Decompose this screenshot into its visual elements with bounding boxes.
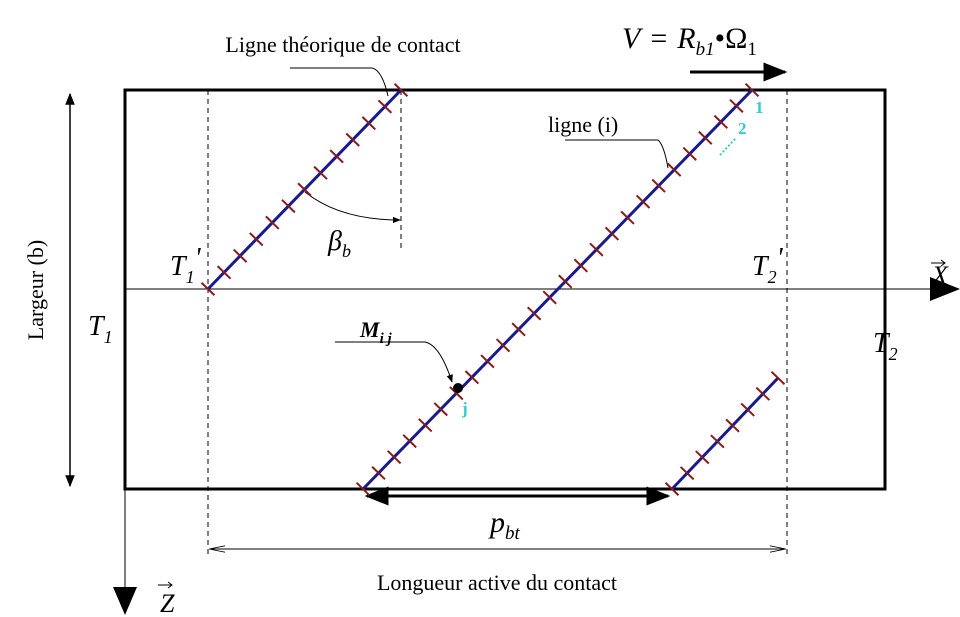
- velocity: V = Rb1•Ω1: [622, 22, 757, 60]
- tick: [679, 466, 695, 481]
- tick: [433, 402, 448, 417]
- tick: [464, 370, 480, 385]
- tick: [480, 354, 495, 369]
- tick: [755, 386, 771, 401]
- tick: [740, 402, 755, 417]
- x-axis-label: X: [931, 261, 949, 290]
- tick: [371, 466, 386, 481]
- tick: [542, 290, 557, 305]
- tick: [249, 232, 264, 247]
- tick: [620, 210, 635, 225]
- tick: [710, 434, 725, 449]
- line-title: Ligne théorique de contact: [225, 32, 460, 57]
- line-i-label: ligne (i): [548, 112, 618, 137]
- tick: [200, 282, 216, 296]
- tick: [698, 130, 713, 145]
- point-m: [453, 383, 463, 393]
- frame: [65, 62, 960, 615]
- point-1-label: 1: [755, 98, 764, 117]
- tick: [449, 386, 464, 401]
- tick: [635, 194, 651, 209]
- point-m-label: Mi j: [359, 317, 392, 347]
- contact-line: [670, 376, 780, 491]
- tick: [329, 149, 344, 164]
- tick: [573, 258, 588, 273]
- tick: [651, 178, 666, 193]
- width-label: Largeur (b): [23, 240, 48, 340]
- tick: [695, 450, 710, 465]
- t1-label: T1: [88, 311, 113, 347]
- tick: [393, 83, 409, 97]
- tick: [558, 274, 573, 289]
- tick: [345, 132, 360, 147]
- t2-prime-label: T2': [752, 243, 784, 287]
- tick: [377, 99, 393, 114]
- tick: [729, 98, 744, 113]
- tick: [216, 265, 232, 280]
- tick: [744, 83, 760, 97]
- tick: [355, 482, 371, 496]
- tick: [713, 114, 729, 129]
- t2-label: T2: [873, 328, 898, 364]
- contact-line: [361, 88, 754, 491]
- tick: [297, 182, 312, 197]
- tick: [725, 418, 740, 433]
- tick: [402, 434, 417, 449]
- tick: [682, 146, 697, 161]
- tick: [361, 116, 376, 131]
- t1-prime-label: T1': [170, 243, 202, 287]
- tick: [664, 482, 680, 496]
- contact-lines: [200, 83, 786, 496]
- tick: [386, 450, 402, 465]
- z-axis-label: Z: [160, 589, 175, 617]
- tick: [265, 215, 280, 230]
- tick: [589, 242, 604, 257]
- point-2-label: 2: [738, 119, 747, 138]
- tick: [418, 418, 433, 433]
- tick: [233, 248, 248, 263]
- tick: [511, 322, 526, 337]
- tick: [495, 338, 511, 353]
- tick: [281, 199, 296, 214]
- pitch-label: pbt: [488, 506, 521, 544]
- point-j-label: j: [461, 399, 468, 418]
- tick: [667, 162, 682, 177]
- tick: [770, 371, 786, 385]
- active-length-label: Longueur active du contact: [377, 570, 617, 595]
- tick: [313, 165, 328, 180]
- tick: [527, 306, 542, 321]
- angle-label: βb: [327, 226, 351, 261]
- tick: [604, 226, 620, 241]
